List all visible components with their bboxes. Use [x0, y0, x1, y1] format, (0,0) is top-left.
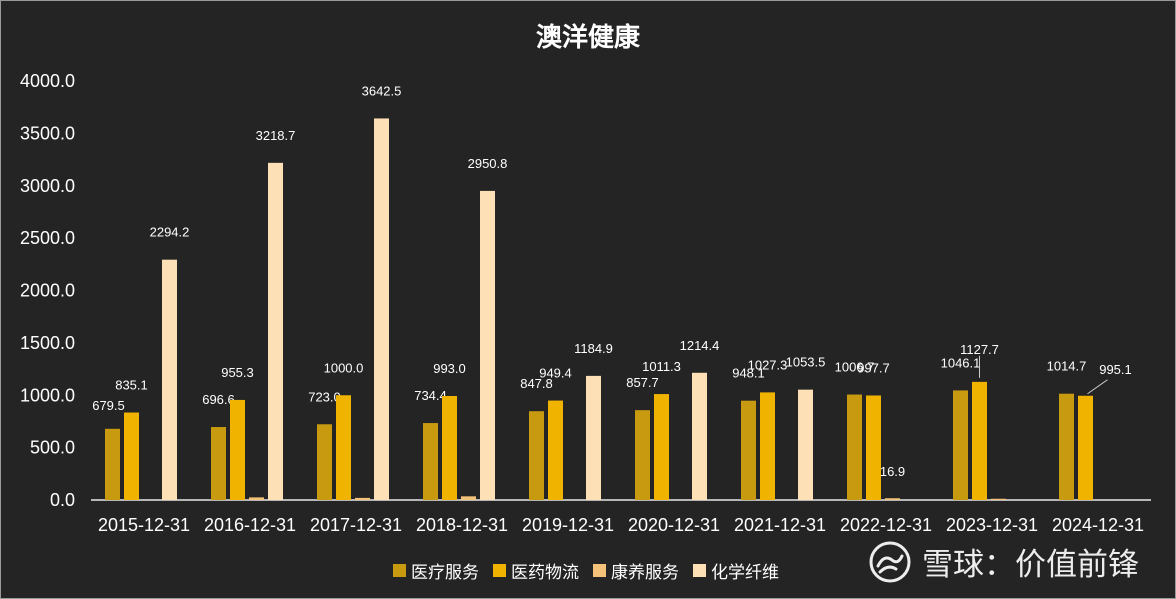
bar-1-6[interactable]	[760, 392, 775, 500]
bar-2-8[interactable]	[991, 498, 1006, 500]
y-tick-label: 3000.0	[20, 176, 75, 196]
chart-title: 澳洋健康	[535, 23, 640, 53]
x-tick-label: 2016-12-31	[204, 515, 296, 535]
legend-item-2[interactable]: 康养服务	[593, 558, 679, 583]
legend-swatch-0	[393, 564, 406, 577]
data-label-0-8: 1046.1	[941, 355, 981, 370]
x-tick-label: 2020-12-31	[628, 515, 720, 535]
bar-1-8[interactable]	[972, 381, 987, 500]
data-label-1-8: 1127.7	[960, 342, 999, 357]
bar-3-4[interactable]	[586, 375, 601, 500]
legend-label-3: 化学纤维	[711, 563, 779, 583]
bar-2-7[interactable]	[885, 498, 900, 500]
leader-line	[1087, 379, 1108, 395]
data-label-1-6: 1027.3	[748, 357, 788, 372]
bar-0-1[interactable]	[211, 427, 226, 500]
data-label-0-1: 696.6	[202, 392, 235, 407]
data-label-1-3: 993.0	[433, 361, 466, 376]
data-label-1-9: 995.1	[1099, 362, 1132, 377]
legend-item-0[interactable]: 医疗服务	[393, 558, 479, 583]
data-label-1-1: 955.3	[221, 365, 254, 380]
legend-item-1[interactable]: 医药物流	[493, 558, 579, 583]
bar-1-1[interactable]	[230, 399, 245, 500]
x-tick-label: 2021-12-31	[734, 515, 826, 535]
watermark-text: 雪球：价值前锋	[922, 547, 1139, 583]
data-label-0-4: 847.8	[520, 376, 553, 391]
bar-2-3[interactable]	[461, 496, 476, 500]
legend-swatch-2	[593, 564, 606, 577]
data-label-3-4: 1184.9	[574, 341, 613, 356]
bar-3-0[interactable]	[162, 259, 177, 500]
bar-1-4[interactable]	[548, 400, 563, 500]
bar-0-4[interactable]	[529, 411, 544, 500]
data-label-1-5: 1011.3	[642, 359, 681, 374]
x-tick-label: 2017-12-31	[310, 515, 402, 535]
watermark: 雪球：价值前锋	[868, 539, 1139, 584]
bar-0-9[interactable]	[1059, 393, 1074, 500]
legend-label-1: 医药物流	[511, 563, 579, 583]
bar-0-5[interactable]	[635, 410, 650, 500]
data-label-0-6: 948.1	[732, 366, 765, 381]
bar-1-7[interactable]	[866, 395, 881, 500]
data-label-0-2: 723.0	[308, 389, 341, 404]
legend-label-0: 医疗服务	[411, 563, 479, 583]
data-label-0-5: 857.7	[626, 375, 659, 390]
bar-1-9[interactable]	[1078, 395, 1093, 500]
chart-legend: 医疗服务 医药物流 康养服务 化学纤维	[393, 558, 779, 583]
y-tick-label: 2000.0	[20, 281, 75, 301]
x-tick-label: 2022-12-31	[840, 515, 932, 535]
data-label-3-0: 2294.2	[150, 225, 190, 240]
data-label-3-3: 2950.8	[468, 156, 508, 171]
bar-0-8[interactable]	[953, 390, 968, 500]
x-tick-label: 2015-12-31	[98, 515, 190, 535]
data-label-0-3: 734.4	[414, 388, 447, 403]
y-tick-label: 2500.0	[20, 228, 75, 248]
bar-2-2[interactable]	[355, 497, 370, 500]
legend-label-2: 康养服务	[611, 563, 679, 583]
data-label-3-2: 3642.5	[362, 83, 402, 98]
bar-2-1[interactable]	[249, 497, 264, 500]
data-label-1-4: 949.4	[539, 366, 572, 381]
snowball-logo-icon	[869, 541, 911, 582]
bar-0-7[interactable]	[847, 394, 862, 500]
y-tick-label: 3500.0	[20, 123, 75, 143]
data-label-0-9: 1014.7	[1047, 359, 1087, 374]
bar-3-3[interactable]	[480, 190, 495, 501]
y-tick-label: 1500.0	[20, 333, 75, 353]
y-tick-label: 1000.0	[20, 385, 75, 405]
data-label-0-0: 679.5	[92, 398, 125, 413]
bar-3-5[interactable]	[692, 372, 707, 500]
bar-0-0[interactable]	[105, 428, 120, 500]
bar-1-3[interactable]	[442, 395, 457, 500]
x-tick-label: 2018-12-31	[416, 515, 508, 535]
bar-3-2[interactable]	[374, 118, 389, 501]
x-tick-label: 2023-12-31	[946, 515, 1038, 535]
data-label-3-5: 1214.4	[680, 338, 720, 353]
y-tick-label: 4000.0	[20, 71, 75, 91]
bar-3-6[interactable]	[798, 389, 813, 500]
x-tick-label: 2024-12-31	[1052, 515, 1144, 535]
data-label-1-2: 1000.0	[324, 360, 364, 375]
bar-1-2[interactable]	[336, 395, 351, 500]
bar-0-2[interactable]	[317, 424, 332, 500]
data-label-2-7: 16.9	[880, 464, 905, 479]
data-label-1-0: 835.1	[115, 378, 148, 393]
data-label-1-7: 997.7	[857, 360, 890, 375]
legend-swatch-3	[693, 564, 706, 577]
bar-0-6[interactable]	[741, 400, 756, 500]
legend-item-3[interactable]: 化学纤维	[693, 558, 779, 583]
y-tick-label: 500.0	[30, 438, 75, 458]
bar-1-5[interactable]	[654, 394, 669, 500]
data-label-0-7: 1006.7	[835, 360, 875, 375]
bar-3-1[interactable]	[268, 162, 283, 500]
y-tick-label: 0.0	[50, 490, 75, 510]
bar-0-3[interactable]	[423, 423, 438, 500]
data-label-3-6: 1053.5	[786, 355, 826, 370]
bar-1-0[interactable]	[124, 412, 139, 500]
x-tick-label: 2019-12-31	[522, 515, 614, 535]
legend-swatch-1	[493, 564, 506, 577]
data-label-3-1: 3218.7	[256, 128, 296, 143]
